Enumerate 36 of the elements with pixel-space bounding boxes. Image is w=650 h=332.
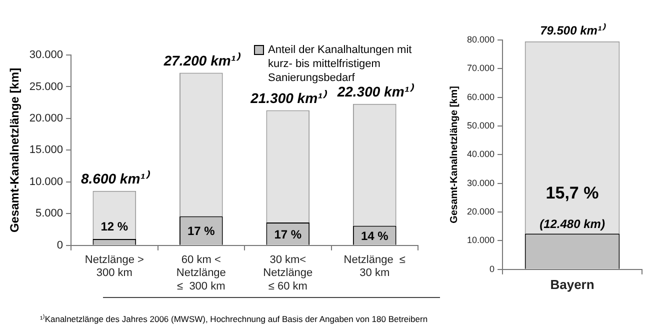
- annotation: 17 %: [187, 224, 216, 238]
- x-tick-label: Netzlänge ≤ 30 km: [344, 254, 406, 280]
- y-tick-label: 0: [56, 239, 64, 252]
- total-label: 21.300 km¹⁾: [250, 90, 328, 106]
- y-tick-label: 5.000: [36, 208, 64, 220]
- legend-label: Anteil der Kanalhaltungen mit kurz- bis mittelfristigem Sanierungsbedarf: [268, 43, 412, 84]
- total-label: 27.200 km¹⁾: [162, 52, 242, 69]
- y-tick-label: 25.000: [29, 80, 64, 93]
- y-tick-label: 30.000: [466, 178, 495, 188]
- annotation: 15,7 %: [546, 183, 599, 202]
- y-tick-label: 40.000: [466, 149, 495, 160]
- y-axis-title: Gesamt-Kanalnetzlänge [km]: [8, 68, 22, 233]
- y-tick-label: 0: [490, 264, 495, 274]
- y-tick-label: 30.000: [29, 49, 64, 62]
- y-axis-title: Gesamt-Kanalnetzlänge [km]: [448, 86, 460, 224]
- annotation: 14 %: [360, 228, 389, 243]
- y-tick-label: 20.000: [29, 112, 64, 124]
- y-tick-label: 20.000: [466, 206, 495, 217]
- y-tick-label: 50.000: [466, 120, 495, 131]
- x-tick-label: 30 km< Netzlänge ≤ 60 km: [263, 254, 313, 292]
- data-label: (12.480 km): [540, 216, 605, 231]
- total-label: 22.300 km¹⁾: [336, 84, 415, 100]
- y-tick-label: 10.000: [29, 176, 64, 188]
- x-tick-label: 60 km < Netzlänge ≤ 300 km: [176, 254, 226, 292]
- total-label: 79.500 km¹⁾: [540, 22, 606, 38]
- y-tick-label: 10.000: [466, 235, 495, 246]
- y-tick-label: 15.000: [29, 144, 64, 156]
- x-tick-label: Netzlänge > 300 km: [84, 254, 144, 280]
- annotation: 12 %: [100, 219, 128, 234]
- y-tick-label: 70.000: [466, 63, 495, 74]
- y-tick-label: 80.000: [466, 34, 495, 44]
- y-tick-label: 60.000: [466, 92, 495, 102]
- x-tick-label: Bayern: [550, 276, 594, 292]
- annotation: 17 %: [274, 227, 302, 242]
- total-label: 8.600 km¹⁾: [81, 170, 151, 187]
- text: ¹⁾Kanalnetzlänge des Jahres 2006 (MWSW), Hochrechnung auf Basis der Angaben von 180 Betreibern: [40, 313, 428, 324]
